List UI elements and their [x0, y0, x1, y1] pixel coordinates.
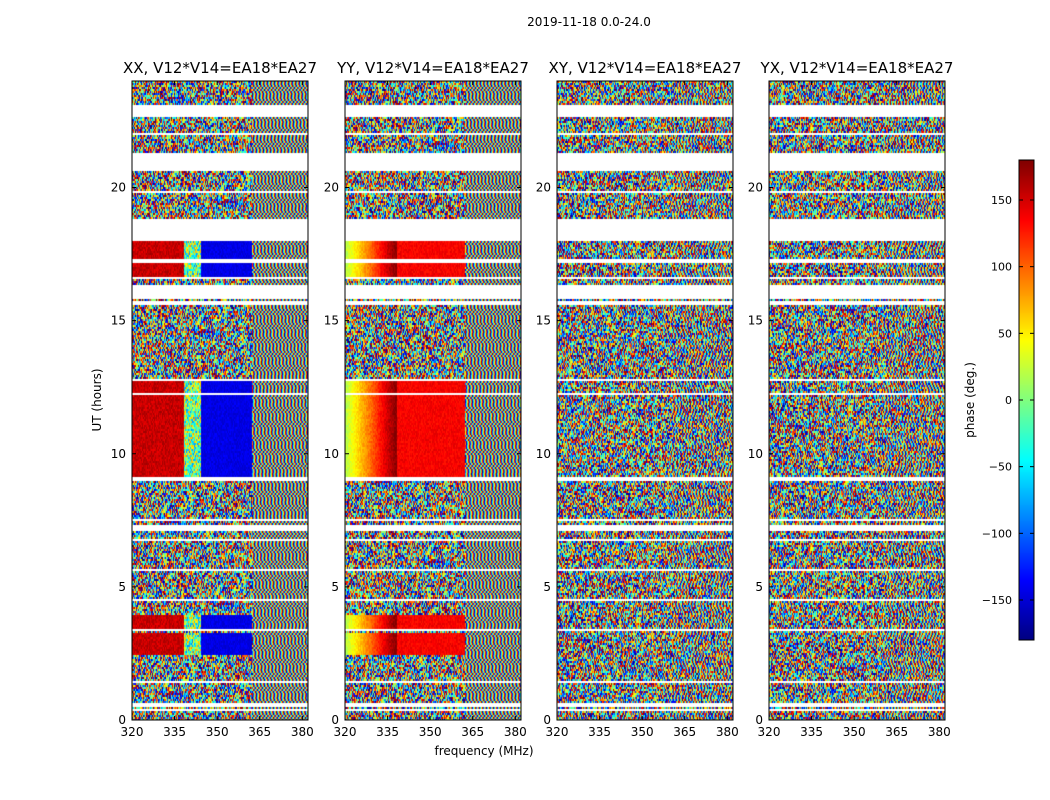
x-tick-label: 380	[504, 725, 527, 739]
y-tick-label: 5	[755, 580, 763, 594]
colorbar-tick-label: 150	[991, 194, 1012, 207]
x-tick-label: 350	[631, 725, 654, 739]
panel-title: XX, V12*V14=EA18*EA27	[123, 59, 317, 77]
colorbar-tick-label: −50	[989, 461, 1012, 474]
x-tick-label: 350	[843, 725, 866, 739]
y-tick-label: 15	[748, 314, 763, 328]
panel-title: YY, V12*V14=EA18*EA27	[336, 59, 529, 77]
x-tick-label: 320	[546, 725, 569, 739]
x-tick-label: 365	[461, 725, 484, 739]
colorbar-tick-label: 0	[1005, 394, 1012, 407]
y-tick-label: 20	[536, 181, 551, 195]
x-tick-label: 335	[163, 725, 186, 739]
x-tick-label: 335	[800, 725, 823, 739]
panel-xy-raster	[557, 81, 733, 720]
x-tick-label: 380	[928, 725, 951, 739]
y-tick-label: 10	[536, 447, 551, 461]
panel-title: YX, V12*V14=EA18*EA27	[760, 59, 954, 77]
panel-frame	[556, 80, 734, 721]
y-tick-label: 5	[543, 580, 551, 594]
y-tick-label: 10	[748, 447, 763, 461]
x-axis-label: frequency (MHz)	[434, 744, 533, 758]
figure-title: 2019-11-18 0.0-24.0	[527, 15, 651, 29]
colorbar: −150 −100 −50 0 50 100 150 phase (deg.)	[963, 159, 1035, 641]
colorbar-tick-label: −150	[982, 594, 1012, 607]
y-tick-label: 20	[111, 181, 126, 195]
panel-xx-raster	[132, 81, 308, 720]
y-tick-label: 20	[324, 181, 339, 195]
colorbar-tick-label: 50	[998, 327, 1012, 340]
colorbar-gradient	[1019, 160, 1034, 640]
x-tick-label: 320	[121, 725, 144, 739]
x-tick-label: 365	[248, 725, 271, 739]
panel-xy: XY, V12*V14=EA18*EA27 320 335 350 365 380 0 5 10…	[536, 59, 742, 739]
y-tick-label: 10	[111, 447, 126, 461]
panel-frame	[768, 80, 946, 721]
x-tick-label: 365	[885, 725, 908, 739]
colorbar-tick-label: 100	[991, 261, 1012, 274]
x-tick-label: 335	[376, 725, 399, 739]
x-tick-label: 335	[588, 725, 611, 739]
y-tick-label: 15	[324, 314, 339, 328]
x-tick-label: 380	[716, 725, 739, 739]
x-tick-label: 350	[419, 725, 442, 739]
x-tick-label: 350	[206, 725, 229, 739]
y-tick-label: 15	[111, 314, 126, 328]
y-tick-label: 10	[324, 447, 339, 461]
y-tick-label: 20	[748, 181, 763, 195]
colorbar-label: phase (deg.)	[963, 362, 977, 438]
panels-group: XX, V12*V14=EA18*EA27 320 335 350 365 380 0 5 10…	[111, 59, 954, 739]
y-tick-label: 0	[118, 713, 126, 727]
panel-yx: YX, V12*V14=EA18*EA27 320 335 350 365 380 0 5 10…	[748, 59, 954, 739]
y-tick-label: 0	[543, 713, 551, 727]
y-tick-label: 5	[331, 580, 339, 594]
panel-title: XY, V12*V14=EA18*EA27	[549, 59, 742, 77]
colorbar-tick-label: −100	[982, 527, 1012, 540]
panel-xx: XX, V12*V14=EA18*EA27 320 335 350 365 380 0 5 10…	[111, 59, 317, 739]
panel-frame	[344, 80, 522, 721]
x-tick-label: 320	[758, 725, 781, 739]
x-tick-label: 320	[334, 725, 357, 739]
panel-yy-raster	[345, 81, 521, 720]
y-tick-label: 5	[118, 580, 126, 594]
panel-yy: YY, V12*V14=EA18*EA27 320 335 350 365 380 0 5 10…	[324, 59, 529, 739]
y-axis-label: UT (hours)	[90, 368, 104, 431]
y-tick-label: 0	[755, 713, 763, 727]
y-tick-label: 0	[331, 713, 339, 727]
x-tick-label: 380	[291, 725, 314, 739]
panel-frame	[131, 80, 309, 721]
panel-yx-raster	[769, 81, 945, 720]
y-tick-label: 15	[536, 314, 551, 328]
x-tick-label: 365	[673, 725, 696, 739]
